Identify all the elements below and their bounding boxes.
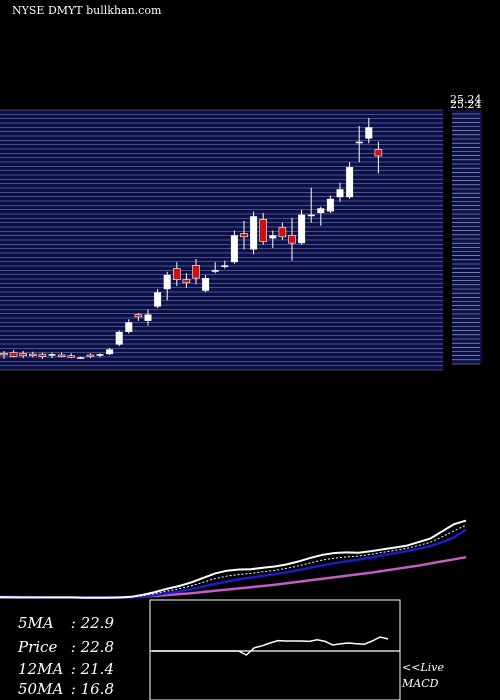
candle-down (57, 354, 66, 357)
candle-down (173, 268, 181, 280)
price-grid-panel (0, 109, 482, 371)
live-macd-link[interactable]: <<Live MACD (402, 661, 444, 690)
candle-up (221, 265, 229, 267)
candle-down (288, 234, 296, 244)
candle-up (163, 274, 171, 290)
candle-up (144, 314, 152, 321)
axis-top-label-overlap: 25.24 (450, 98, 482, 111)
candle-up (202, 278, 210, 291)
ma-mid-line (0, 528, 467, 599)
candle-down (9, 352, 18, 357)
candle-up (125, 322, 133, 332)
candle-down (182, 279, 191, 284)
axis-top-label: 25.24 (450, 93, 482, 106)
candle-up (269, 235, 277, 239)
chart-title: NYSE DMYT bullkhan.com (12, 4, 162, 17)
candle-up (115, 331, 123, 345)
candle-up (77, 357, 85, 359)
candle-up (355, 141, 363, 144)
candle-up (326, 198, 334, 212)
candle-down (134, 314, 143, 318)
candle-up (250, 216, 258, 250)
price-readout: Price : 22.8 (18, 638, 114, 656)
scale-panel (452, 110, 482, 364)
candle-up (298, 214, 306, 244)
candle-up (211, 270, 219, 272)
candle-up (48, 354, 56, 356)
candle-down (67, 355, 75, 358)
candle-down (0, 353, 8, 356)
candle-up (154, 292, 162, 307)
candlestick-series (0, 117, 383, 359)
macd-panel (149, 599, 401, 700)
ma-short-line (0, 519, 467, 599)
candle-down (38, 353, 47, 357)
candle-down (19, 353, 28, 357)
candle-up (365, 127, 373, 139)
candle-down (374, 149, 383, 157)
candle-up (336, 189, 344, 198)
candle-up (106, 349, 114, 355)
candle-down (259, 219, 268, 242)
candle-down (240, 233, 248, 238)
candle-up (346, 167, 354, 198)
candle-down (86, 354, 95, 357)
moving-average-lines (0, 519, 467, 599)
ma5-readout: 5MA : 22.9 (18, 614, 114, 632)
candle-up (317, 208, 325, 214)
candle-up (96, 354, 104, 356)
ma-short-shadow-line (0, 524, 467, 599)
ma50-readout: 50MA : 16.8 (18, 680, 114, 698)
candle-down (28, 353, 37, 357)
candle-up (230, 235, 238, 263)
candle-down (278, 227, 287, 238)
candle-down (192, 265, 200, 279)
ma-long-line (0, 555, 467, 599)
ma12-readout: 12MA : 21.4 (18, 660, 114, 678)
candle-up (307, 214, 315, 217)
macd-frame (149, 599, 401, 700)
macd-line (152, 636, 389, 656)
